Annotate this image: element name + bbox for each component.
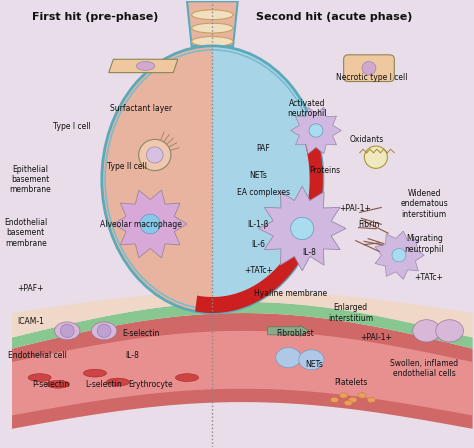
Text: +TATc+: +TATc+ [244,266,273,275]
Ellipse shape [344,401,352,405]
Circle shape [140,214,160,234]
Circle shape [365,146,387,168]
Text: Enlarged
interstitium: Enlarged interstitium [328,303,373,323]
Ellipse shape [413,320,440,342]
Text: Oxidants: Oxidants [349,135,384,144]
Ellipse shape [276,348,301,368]
Text: IL-6: IL-6 [251,240,265,249]
Polygon shape [195,138,323,313]
Text: NETs: NETs [249,171,267,180]
Circle shape [146,147,163,163]
Text: PAF: PAF [256,144,270,153]
Text: NETs: NETs [305,360,323,369]
Circle shape [392,249,406,262]
Polygon shape [375,231,424,279]
Ellipse shape [83,369,107,377]
Ellipse shape [137,61,155,70]
Polygon shape [12,302,473,349]
Ellipse shape [46,380,70,388]
Text: Hyaline membrane: Hyaline membrane [254,289,327,297]
Polygon shape [12,313,473,429]
Text: EA complexes: EA complexes [237,188,290,197]
Ellipse shape [330,397,338,403]
Text: Swollen, inflamed
endothelial cells: Swollen, inflamed endothelial cells [390,359,458,379]
FancyBboxPatch shape [344,55,394,82]
Text: Endothelial
basement
membrane: Endothelial basement membrane [4,218,47,248]
Text: Fibroblast: Fibroblast [276,328,314,338]
Polygon shape [113,190,187,258]
Text: +TATc+: +TATc+ [414,273,443,282]
Polygon shape [291,107,341,154]
Polygon shape [109,59,178,73]
Text: Migrating
neutrophil: Migrating neutrophil [404,234,444,254]
Polygon shape [102,46,323,313]
Text: Erythrocyte: Erythrocyte [128,380,173,389]
Polygon shape [258,186,346,271]
Text: Epithelial
basement
membrane: Epithelial basement membrane [9,164,51,194]
Text: Fibrin: Fibrin [358,220,380,228]
Ellipse shape [107,378,129,386]
Polygon shape [212,46,323,313]
Text: P-selectin: P-selectin [33,380,70,389]
Text: First hit (pre-phase): First hit (pre-phase) [32,12,158,22]
Ellipse shape [91,322,117,340]
Ellipse shape [339,393,348,398]
Text: +PAI-1+: +PAI-1+ [339,204,371,213]
Ellipse shape [436,320,464,342]
Text: Activated
neutrophil: Activated neutrophil [287,99,327,118]
Text: IL-8: IL-8 [302,249,316,258]
Circle shape [309,124,323,137]
Text: Proteins: Proteins [310,166,341,175]
Text: IL-8: IL-8 [125,351,139,360]
Text: IL-1-β: IL-1-β [248,220,269,228]
Circle shape [60,324,74,337]
Text: ICAM-1: ICAM-1 [17,318,44,327]
Text: E-selectin: E-selectin [122,328,160,338]
Ellipse shape [349,397,357,403]
Ellipse shape [139,139,171,171]
Ellipse shape [367,397,375,403]
Text: Alveolar macrophage: Alveolar macrophage [100,220,182,228]
Text: +PAF+: +PAF+ [17,284,44,293]
Circle shape [97,324,111,337]
Polygon shape [12,291,473,337]
Ellipse shape [175,374,199,382]
Polygon shape [12,331,473,415]
Ellipse shape [191,10,233,20]
Ellipse shape [358,393,366,398]
FancyArrow shape [268,325,309,336]
Text: Type II cell: Type II cell [107,162,147,171]
Text: L-selectin: L-selectin [86,380,122,389]
Text: +PAI-1+: +PAI-1+ [360,333,392,342]
Text: Second hit (acute phase): Second hit (acute phase) [256,12,412,22]
Polygon shape [12,1,473,447]
Ellipse shape [55,322,80,340]
Text: Endothelial cell: Endothelial cell [8,351,67,360]
Ellipse shape [28,374,51,382]
Text: Widened
endematous
interstitium: Widened endematous interstitium [401,189,448,219]
Text: Surfactant layer: Surfactant layer [110,104,172,113]
Text: Necrotic type I cell: Necrotic type I cell [336,73,407,82]
Text: Type I cell: Type I cell [53,121,91,130]
Circle shape [362,61,376,75]
Ellipse shape [299,350,324,370]
Polygon shape [187,1,237,46]
Text: Platelets: Platelets [334,378,367,387]
Ellipse shape [191,23,233,33]
Ellipse shape [191,37,233,46]
Circle shape [291,217,314,240]
